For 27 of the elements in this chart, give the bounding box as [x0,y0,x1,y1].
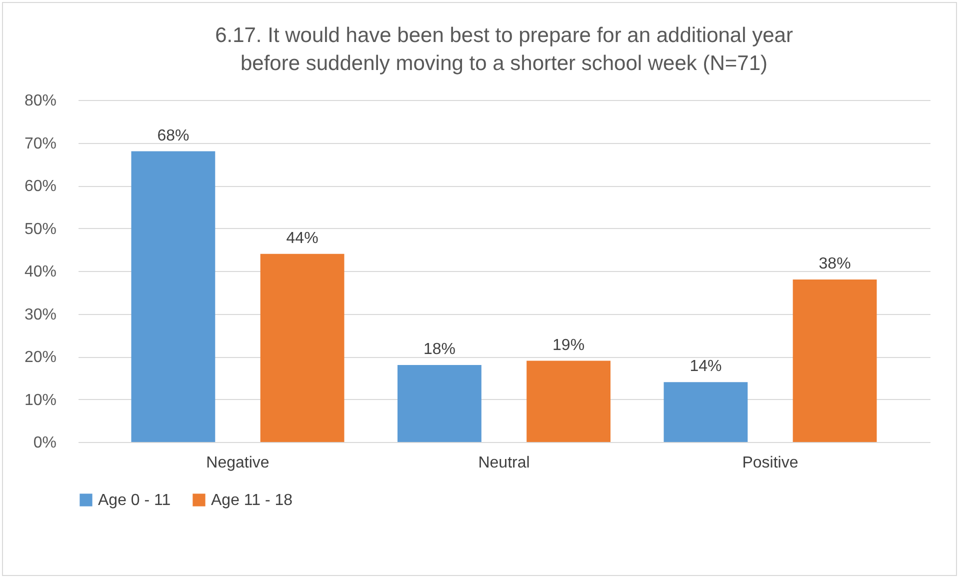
bar [260,254,344,442]
x-tick-label: Neutral [478,454,530,472]
x-tick-label: Positive [742,454,798,472]
x-tick-label: Negative [206,454,270,472]
y-tick-label: 40% [24,264,56,280]
legend-label: Age 0 - 11 [98,492,171,509]
y-tick-label: 80% [24,92,56,110]
data-label: 18% [423,341,456,358]
y-tick-label: 70% [24,135,56,152]
y-tick-label: 50% [24,220,56,238]
y-tick-label: 60% [24,178,56,195]
data-label: 19% [552,336,585,354]
legend-label: Age 11 - 18 [211,492,293,509]
y-tick-label: 30% [24,306,56,324]
data-label: 38% [818,256,851,273]
bar [792,280,877,442]
bar [664,382,748,442]
data-label: 44% [286,230,318,247]
bar [398,365,482,442]
y-tick-label: 10% [24,392,56,409]
data-label: 68% [157,127,190,144]
data-label: 14% [690,358,722,376]
y-tick-label: 0% [33,434,56,452]
chart-title: 6.17. It would have been best to prepare for an additional year before suddenly moving to a shorter school week (N=71) [215,24,793,75]
bar [131,151,216,442]
bar [526,360,610,442]
y-tick-label: 20% [24,349,56,366]
